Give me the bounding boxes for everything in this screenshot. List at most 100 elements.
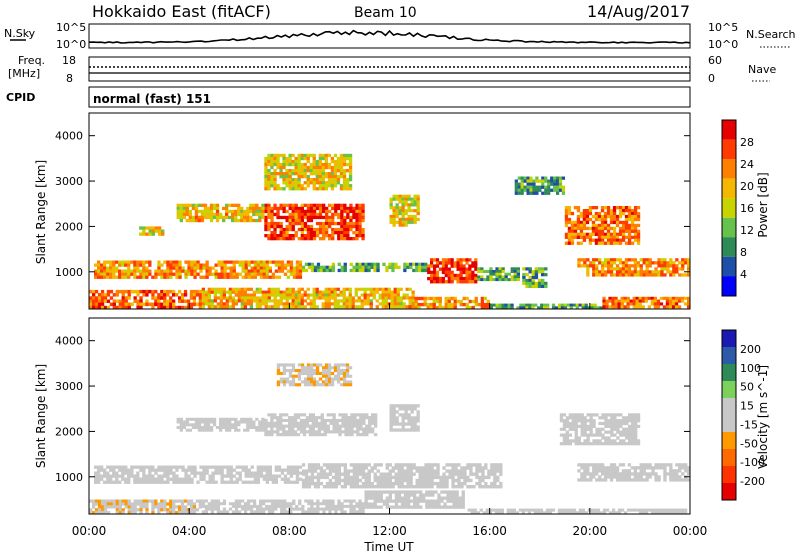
data-cell-region-1	[322, 268, 326, 273]
data-cell-region-12	[209, 209, 214, 214]
data-cell-region-12	[179, 206, 183, 211]
data-cell-region-12	[215, 218, 220, 223]
data-cell-region-0	[229, 260, 233, 264]
data-cell-region-11	[294, 234, 298, 238]
data-cell-region-7	[314, 418, 318, 422]
data-cell-region-0	[157, 260, 161, 264]
data-cell-region-10	[659, 296, 664, 300]
data-cell-region-10	[644, 296, 648, 300]
data-cell-region-0	[151, 468, 155, 472]
data-cell-region-8	[194, 426, 199, 429]
data-cell-region-14	[318, 181, 322, 185]
data-cell-region-7	[354, 305, 358, 309]
data-cell-region-14	[321, 153, 325, 158]
data-cell-region-0	[295, 480, 300, 484]
data-cell-region-13	[407, 209, 411, 213]
data-cell-region-6	[482, 511, 486, 515]
data-cell-region-9	[398, 407, 402, 411]
data-cell-region-11	[322, 234, 326, 238]
data-cell-region-11	[306, 224, 311, 229]
data-cell-region-4	[328, 507, 332, 511]
data-cell-region-7	[213, 299, 217, 303]
data-cell-region-15	[582, 223, 587, 228]
data-cell-region-15	[594, 229, 599, 233]
data-cell-region-17	[558, 182, 563, 186]
data-cell-region-11	[267, 215, 271, 220]
data-cell-region-4	[231, 510, 236, 514]
data-cell-region-11	[315, 221, 320, 226]
data-cell-region-1	[457, 469, 461, 473]
data-cell-region-5	[618, 273, 623, 277]
data-cell-region-3	[145, 499, 149, 503]
data-cell-region-0	[103, 480, 107, 484]
data-cell-region-1	[307, 485, 312, 489]
data-cell-region-4	[204, 510, 208, 514]
data-cell-region-1	[385, 475, 389, 480]
data-cell-region-2	[430, 276, 434, 281]
data-cell-region-6	[97, 302, 102, 307]
data-cell-region-10	[330, 366, 335, 370]
data-cell-region-5	[586, 270, 590, 274]
data-cell-region-6	[89, 299, 93, 303]
data-cell-region-0	[268, 468, 272, 472]
data-cell-region-3	[97, 499, 102, 503]
data-cell-region-14	[327, 165, 332, 170]
data-cell-region-10	[677, 305, 682, 309]
data-cell-region-0	[121, 465, 125, 469]
data-cell-region-1	[376, 478, 380, 483]
data-cell-region-2	[465, 280, 469, 284]
data-cell-region-3	[145, 511, 149, 515]
data-cell-region-5	[654, 273, 658, 277]
data-cell-region-7	[356, 430, 360, 434]
data-cell-region-3	[477, 278, 481, 282]
data-cell-region-2	[430, 261, 434, 265]
data-cell-region-14	[291, 181, 295, 185]
data-cell-region-2	[580, 472, 584, 476]
data-cell-region-5	[642, 273, 646, 277]
data-cell-region-1	[382, 262, 386, 266]
data-cell-region-4	[255, 504, 260, 508]
data-cell-region-1	[394, 466, 398, 470]
data-cell-region-7	[249, 299, 253, 303]
data-cell-region-7	[411, 302, 415, 306]
data-cell-region-0	[193, 468, 197, 472]
data-cell-region-11	[300, 231, 304, 235]
data-cell-region-11	[309, 206, 314, 211]
data-cell-region-13	[398, 220, 402, 224]
data-cell-region-5	[416, 505, 420, 509]
data-cell-region-7	[204, 290, 208, 294]
data-cell-region-6	[92, 299, 96, 303]
data-cell-region-0	[289, 471, 294, 475]
data-cell-region-7	[291, 427, 295, 431]
data-cell-region-6	[584, 511, 589, 515]
data-cell-region-0	[220, 474, 224, 478]
data-cell-region-7	[315, 296, 319, 300]
data-cell-region-5	[373, 496, 377, 500]
data-cell-region-7	[225, 296, 229, 300]
data-cell-region-12	[231, 212, 235, 217]
data-cell-region-7	[315, 293, 319, 297]
data-cell-region-3	[504, 275, 508, 279]
data-cell-region-11	[270, 212, 274, 217]
data-cell-region-11	[568, 439, 572, 443]
data-cell-region-7	[341, 424, 345, 428]
data-cell-region-2	[669, 472, 673, 476]
data-cell-region-0	[133, 260, 137, 264]
data-cell-region-7	[291, 430, 295, 434]
data-cell-region-6	[672, 508, 676, 512]
data-cell-region-2	[474, 276, 478, 281]
data-cell-region-11	[288, 212, 292, 217]
data-cell-region-5	[669, 258, 673, 262]
data-cell-region-6	[169, 296, 173, 300]
data-cell-region-7	[285, 413, 289, 417]
data-cell-region-7	[356, 433, 360, 437]
data-cell-region-11	[325, 234, 329, 238]
data-cell-region-7	[261, 293, 265, 297]
data-cell-region-1	[397, 478, 401, 483]
data-cell-region-7	[312, 299, 316, 303]
data-cell-region-6	[163, 305, 167, 310]
data-cell-region-0	[94, 474, 98, 478]
data-cell-region-7	[276, 299, 280, 303]
data-cell-region-14	[279, 172, 283, 176]
data-cell-region-5	[419, 499, 423, 503]
